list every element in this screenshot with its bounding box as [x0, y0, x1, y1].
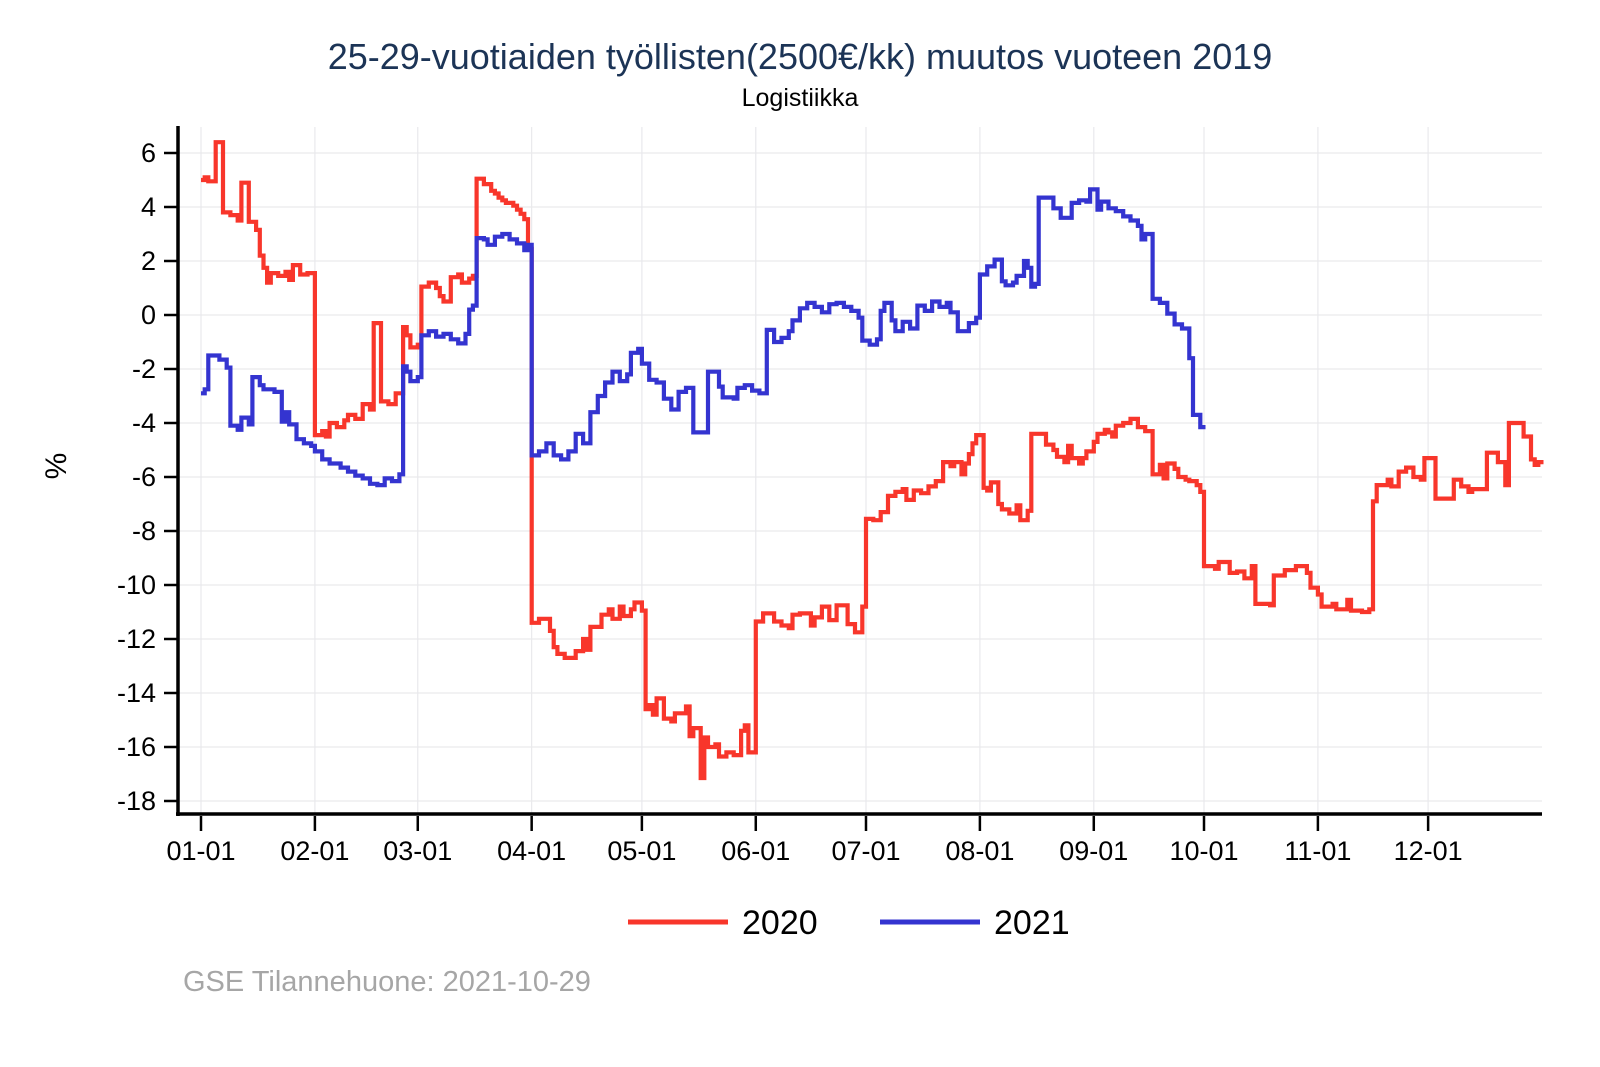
y-tick-label: -12 [117, 624, 156, 654]
y-tick-label: -2 [132, 354, 156, 384]
series-line-2020 [201, 140, 1544, 781]
x-tick-label: 02-01 [280, 836, 349, 866]
x-tick-label: 08-01 [945, 836, 1014, 866]
chart-subtitle: Logistiikka [741, 84, 859, 112]
x-tick-label: 07-01 [831, 836, 900, 866]
x-tick-label: 12-01 [1394, 836, 1463, 866]
y-tick-label: 0 [141, 300, 156, 330]
y-axis-title: % [40, 453, 73, 480]
y-tick-label: -16 [117, 732, 156, 762]
y-tick-label: 6 [141, 138, 156, 168]
y-tick-label: 2 [141, 246, 156, 276]
x-tick-label: 05-01 [607, 836, 676, 866]
y-tick-label: -4 [132, 408, 156, 438]
x-tick-label: 06-01 [721, 836, 790, 866]
x-tick-label: 04-01 [497, 836, 566, 866]
chart-title: 25-29-vuotiaiden työllisten(2500€/kk) mu… [327, 36, 1273, 77]
source-note: GSE Tilannehuone: 2021-10-29 [183, 966, 591, 998]
x-tick-label: 09-01 [1059, 836, 1128, 866]
x-tick-label: 11-01 [1284, 836, 1351, 866]
legend-label-2021: 2021 [994, 904, 1070, 942]
y-tick-label: -14 [117, 678, 156, 708]
x-tick-label: 03-01 [383, 836, 452, 866]
y-tick-label: -10 [117, 570, 156, 600]
series-line-2021 [201, 187, 1206, 488]
y-tick-label: -6 [132, 462, 156, 492]
legend-label-2020: 2020 [742, 904, 818, 942]
x-tick-label: 10-01 [1169, 836, 1238, 866]
y-tick-label: -18 [117, 786, 156, 816]
y-tick-label: 4 [141, 192, 156, 222]
x-tick-label: 01-01 [166, 836, 235, 866]
y-tick-label: -8 [132, 516, 156, 546]
